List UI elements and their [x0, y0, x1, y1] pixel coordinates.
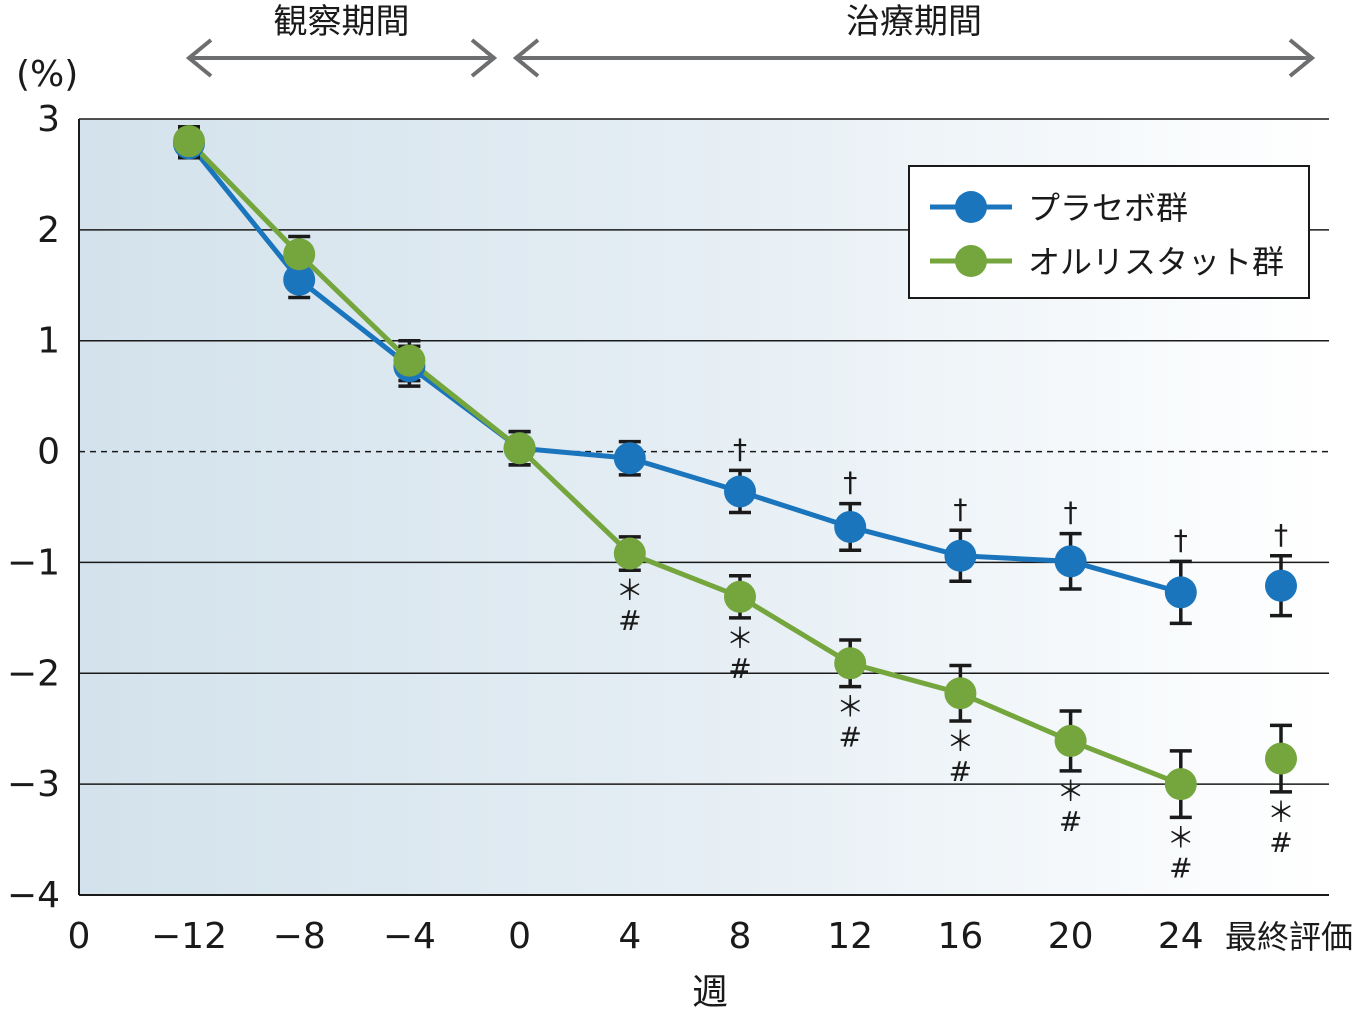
asterisk-mark: ＊	[616, 574, 644, 607]
period-arrow-head-left	[512, 38, 540, 78]
asterisk-mark: ＊	[726, 622, 754, 655]
significance-annotations: ††† †† †＊#＊#＊# ＊#＊#＊#＊#	[616, 432, 1295, 884]
data-point-series-1	[944, 677, 977, 710]
data-point-series-1	[613, 537, 646, 570]
y-axis-unit-label: (%)	[16, 54, 78, 95]
y-tick-label: 2	[37, 210, 60, 251]
legend-marker	[955, 245, 987, 277]
dagger-mark: †	[953, 492, 967, 525]
y-tick-label: −3	[7, 764, 60, 805]
dagger-mark: †	[733, 432, 747, 465]
y-tick-label: −2	[7, 653, 60, 694]
data-point-series-0	[283, 263, 316, 296]
series-layer	[173, 125, 1297, 820]
data-point-series-1	[393, 344, 426, 377]
y-tick-label: −4	[7, 875, 60, 916]
data-point-series-0	[613, 442, 646, 475]
hash-mark: #	[949, 755, 972, 788]
x-axis-label: 週	[692, 972, 728, 1013]
asterisk-mark: ＊	[946, 725, 974, 758]
data-point-series-0	[1265, 569, 1297, 602]
period-arrow-head-right	[470, 38, 498, 78]
hash-mark: #	[728, 652, 751, 685]
hash-mark: #	[1269, 826, 1292, 859]
data-point-series-0	[944, 539, 977, 572]
hash-mark: #	[1059, 805, 1082, 838]
y-tick-label: −1	[7, 542, 60, 583]
asterisk-mark: ＊	[836, 691, 864, 724]
grid-lines	[79, 118, 1329, 785]
data-point-series-0	[1054, 545, 1087, 578]
data-point-series-0	[834, 510, 867, 543]
dagger-mark: †	[1064, 496, 1078, 529]
data-point-series-1	[1054, 724, 1087, 757]
x-tick-label: 0	[508, 916, 531, 957]
x-tick-label: 20	[1048, 916, 1094, 957]
data-point-series-1	[173, 125, 205, 158]
x-tick-label: 最終評価	[1225, 918, 1353, 956]
x-tick-label: 8	[729, 916, 752, 957]
data-point-series-0	[1164, 576, 1197, 609]
hash-mark: #	[618, 604, 641, 637]
x-tick-label: −4	[383, 916, 436, 957]
data-point-series-1	[503, 432, 536, 465]
asterisk-mark: ＊	[1267, 796, 1295, 829]
asterisk-mark: ＊	[1167, 821, 1195, 854]
data-point-series-1	[834, 647, 867, 680]
hash-mark: #	[838, 721, 861, 754]
x-tick-label: −12	[151, 916, 227, 957]
y-tick-label: 0	[37, 432, 60, 473]
legend-marker	[955, 191, 987, 223]
y-tick-label: 3	[37, 99, 60, 140]
series-line-1	[187, 139, 1182, 787]
dagger-mark: †	[843, 466, 857, 499]
legend-label: オルリスタット群	[1028, 243, 1284, 281]
dagger-mark: †	[1274, 518, 1288, 551]
legend-label: プラセボ群	[1028, 189, 1188, 227]
y-tick-label: 1	[37, 321, 60, 362]
period-arrows: 観察期間 治療期間	[185, 2, 1316, 78]
period-arrow-head-left	[185, 38, 213, 78]
x-tick-label: −8	[273, 916, 326, 957]
x-origin-label: 0	[68, 916, 91, 957]
data-point-series-1	[1164, 768, 1197, 801]
y-tick-labels: 3 2 1 0 −1 −2 −3 −4	[7, 99, 60, 916]
x-tick-label: 12	[827, 916, 873, 957]
dagger-mark: †	[1174, 523, 1188, 556]
data-point-series-1	[283, 238, 316, 271]
data-point-series-0	[724, 475, 756, 508]
x-tick-label: 16	[937, 916, 983, 957]
asterisk-mark: ＊	[1057, 775, 1085, 808]
series-line-0	[187, 141, 1182, 595]
data-point-series-1	[724, 580, 756, 613]
x-tick-label: 24	[1158, 916, 1204, 957]
data-point-series-1	[1265, 742, 1297, 775]
period-label: 観察期間	[274, 2, 410, 42]
x-tick-label: 4	[618, 916, 641, 957]
x-tick-labels: 0 −12 −8 −4 0 4 8 12 16 20 24 最終評価	[68, 916, 1353, 957]
period-arrow-head-right	[1288, 38, 1316, 78]
hash-mark: #	[1169, 851, 1192, 884]
period-label: 治療期間	[846, 2, 982, 42]
